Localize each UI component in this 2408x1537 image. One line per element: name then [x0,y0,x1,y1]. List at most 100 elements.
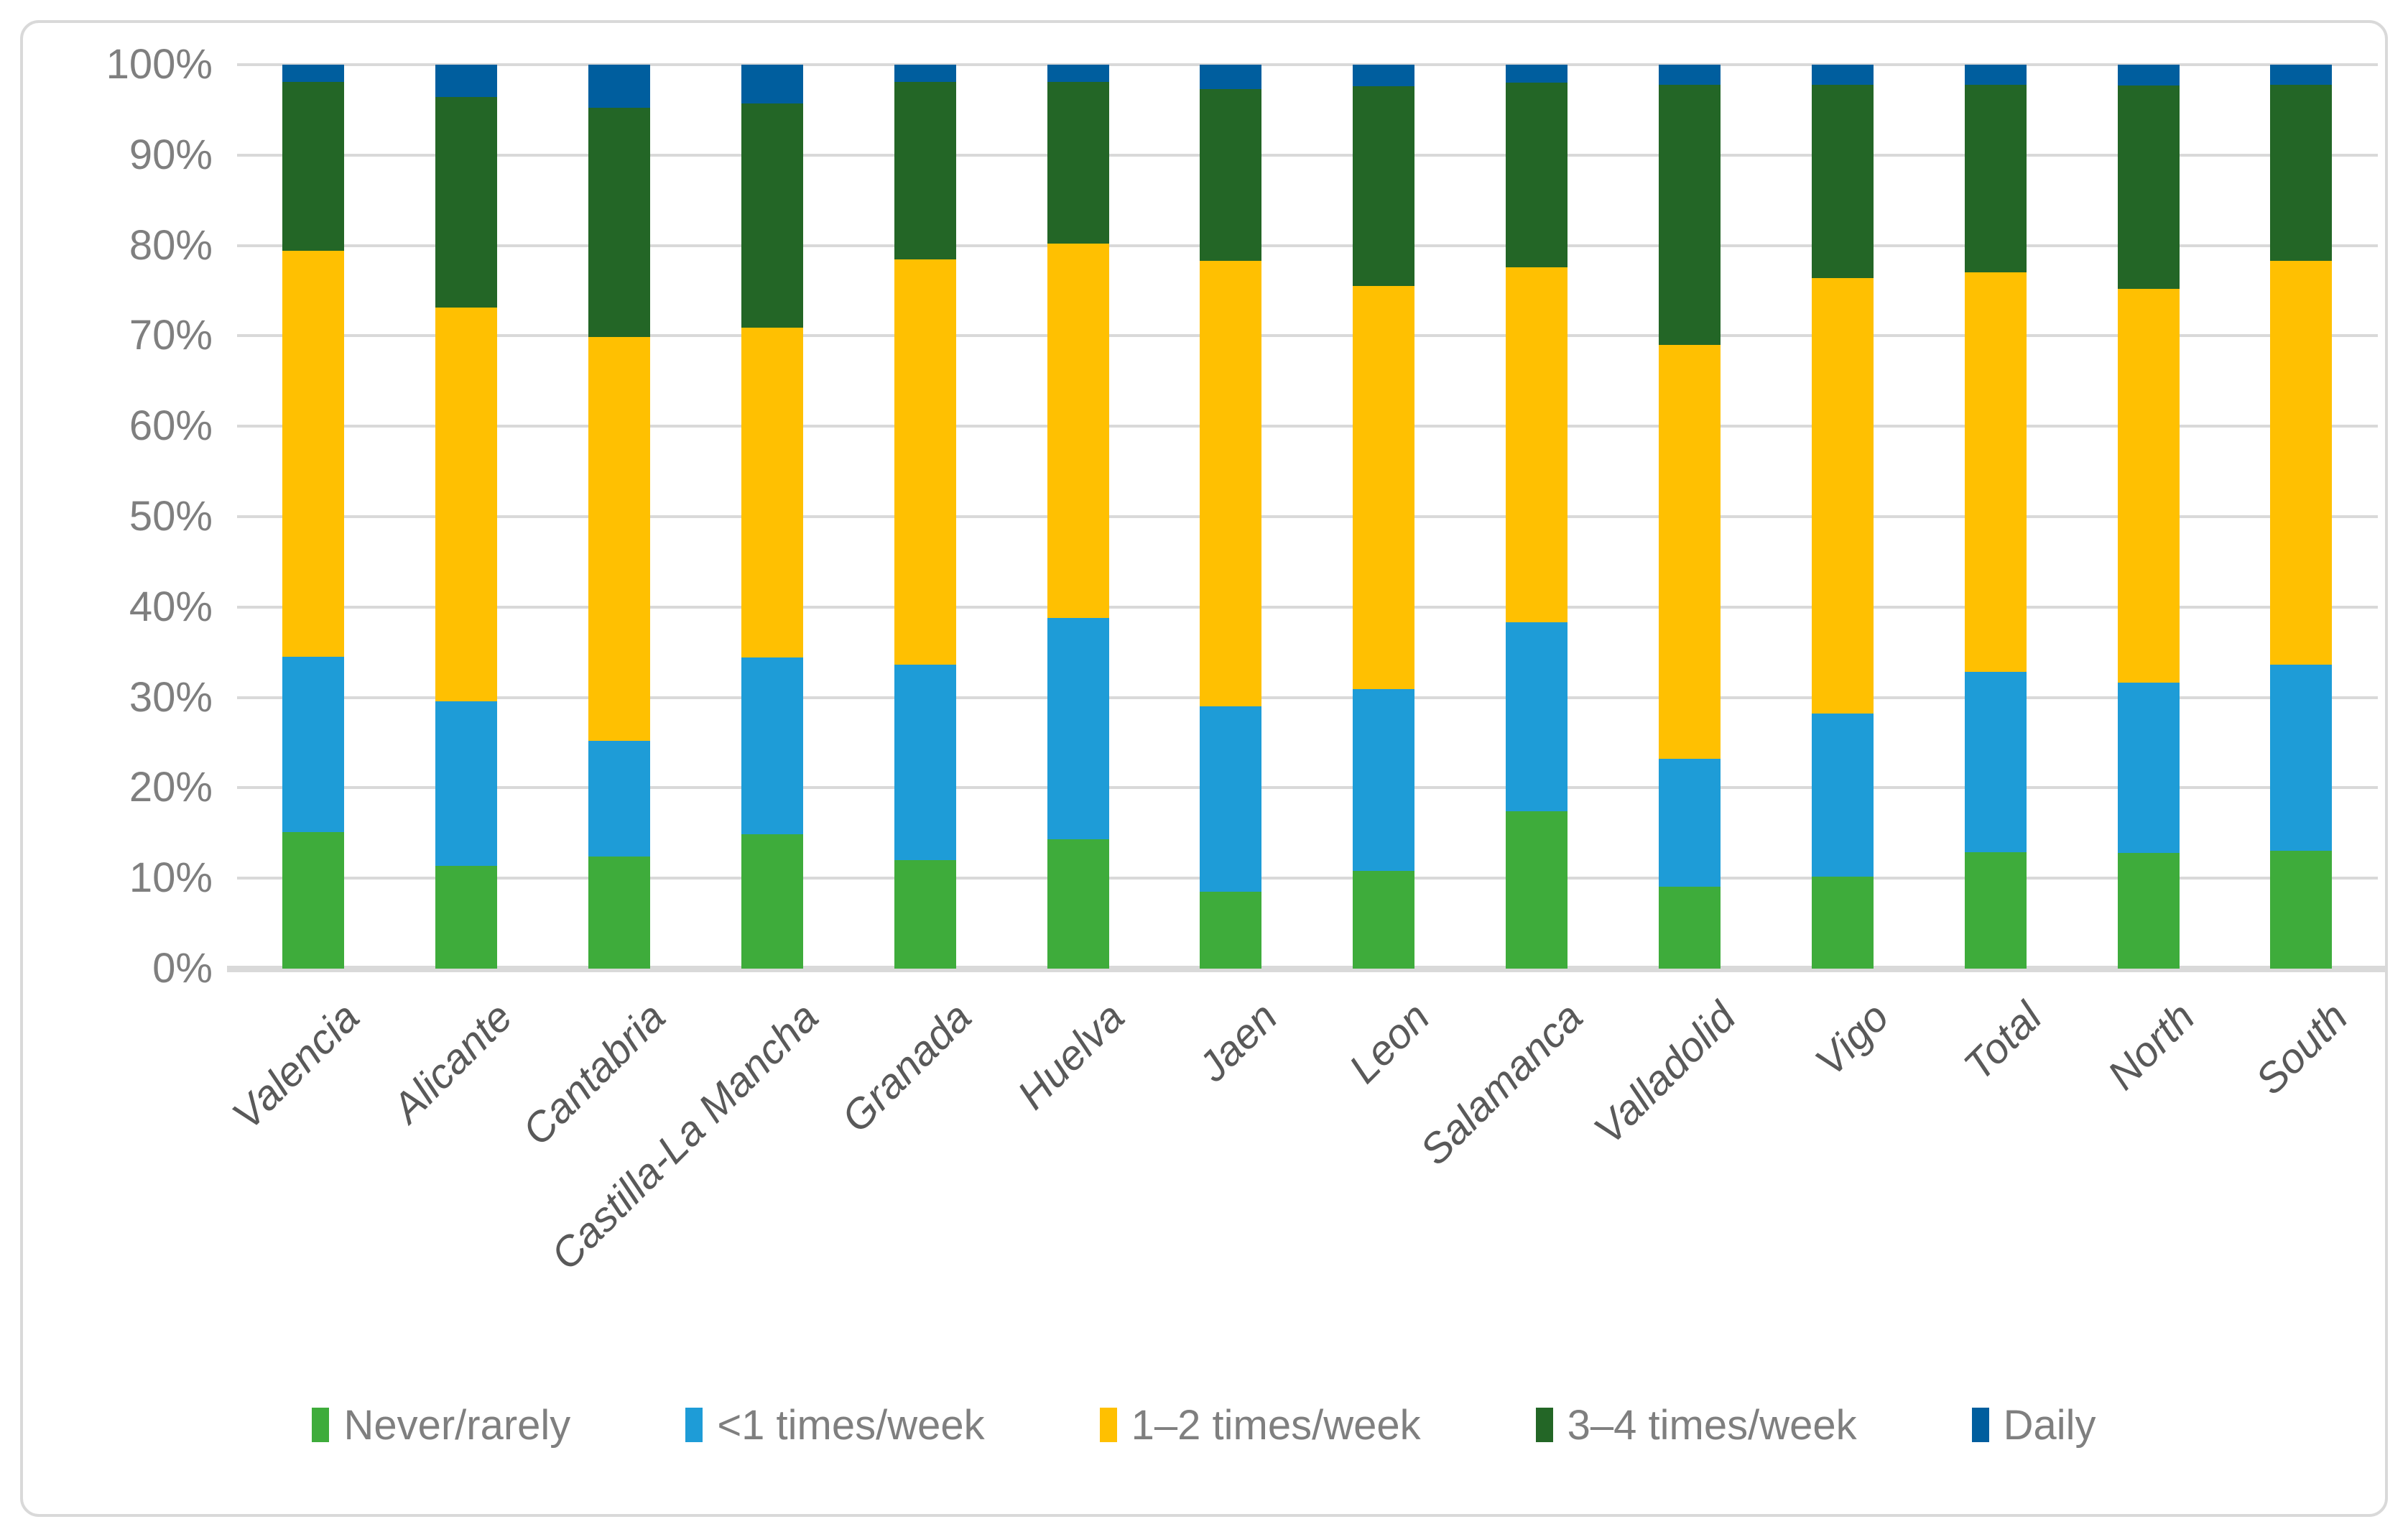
bars-container [237,65,2378,969]
bar-alicante [435,65,498,969]
legend-label-never-rarely: Never/rarely [343,1401,571,1449]
y-tick-label-100: 100% [106,41,213,88]
y-tick-label-70: 70% [129,312,213,359]
y-tick-label-90: 90% [129,131,213,178]
y-tick-label-40: 40% [129,583,213,630]
bar-north [2117,65,2180,969]
y-axis-tick-labels: 0% 10% 20% 30% 40% 50% 60% 70% 80% 90% 100% [0,41,217,992]
segment-never-rarely-south [2270,851,2333,969]
segment-never-rarely-total [1964,851,2027,969]
gridline-30 [237,696,2378,699]
segment-1-2-times-week-north [2117,289,2180,683]
segment-1-times-week-huelva [1047,617,1109,840]
segment-3-4-times-week-salamanca [1506,83,1568,267]
segment-1-times-week-valladolid [1659,759,1721,887]
segment-1-times-week-alicante [435,701,498,866]
segment-3-4-times-week-cantabria [588,108,651,337]
bar-total [1964,65,2027,969]
gridline-70 [237,334,2378,338]
segment-3-4-times-week-alicante [435,97,498,308]
legend-label-1-2-times-week: 1–2 times/week [1131,1401,1421,1449]
segment-1-2-times-week-vigo [1811,277,1874,714]
y-tick-label-60: 60% [129,402,213,450]
segment-1-times-week-south [2270,665,2333,851]
segment-1-times-week-salamanca [1506,622,1568,812]
gridline-40 [237,605,2378,609]
gridline-0 [227,966,2388,972]
segment-daily-vigo [1811,65,1874,85]
gridline-60 [237,425,2378,428]
segment-1-2-times-week-leon [1353,286,1415,690]
bar-jaen [1200,65,1262,969]
x-axis-category-labels: Valencia Alicante Cantabria Castilla-La Man… [223,969,2378,1371]
segment-1-2-times-week-jaen [1200,261,1262,707]
legend-label-daily: Daily [2003,1401,2096,1449]
legend-item-never-rarely: Never/rarely [312,1401,570,1449]
segment-never-rarely-leon [1353,871,1415,969]
segment-1-2-times-week-south [2270,261,2333,665]
segment-daily-south [2270,65,2333,85]
segment-1-times-week-vigo [1811,714,1874,877]
legend-item-3-4-times-week: 3–4 times/week [1535,1401,1857,1449]
bar-vigo [1811,65,1874,969]
gridline-20 [237,786,2378,790]
plot-area [227,63,2388,972]
segment-3-4-times-week-huelva [1047,81,1109,244]
segment-1-2-times-week-cantabria [588,336,651,741]
segment-1-2-times-week-valladolid [1659,345,1721,760]
segment-daily-north [2117,65,2180,86]
gridline-80 [237,244,2378,247]
gridline-10 [237,877,2378,880]
legend-item-daily: Daily [1971,1401,2096,1449]
segment-1-2-times-week-salamanca [1506,267,1568,623]
legend-item-1-times-week: <1 times/week [685,1401,985,1449]
gridline-100 [237,63,2378,66]
segment-daily-salamanca [1506,65,1568,83]
segment-never-rarely-valladolid [1659,886,1721,969]
segment-1-times-week-granada [894,665,956,861]
segment-1-times-week-jaen [1200,706,1262,892]
legend-swatch-icon [1535,1408,1553,1442]
segment-daily-alicante [435,65,498,98]
segment-3-4-times-week-jaen [1200,89,1262,262]
bar-leon [1353,65,1415,969]
y-tick-label-20: 20% [129,764,213,811]
segment-never-rarely-vigo [1811,876,1874,969]
segment-never-rarely-jaen [1200,892,1262,969]
chart-border [20,20,2388,1517]
segment-3-4-times-week-south [2270,84,2333,262]
bar-huelva [1047,65,1109,969]
bar-south [2270,65,2333,969]
segment-daily-leon [1353,65,1415,87]
segment-3-4-times-week-valladolid [1659,84,1721,345]
segment-1-times-week-cantabria [588,741,651,857]
segment-1-times-week-castilla-la-mancha [741,657,803,834]
segment-1-times-week-north [2117,683,2180,853]
legend-item-1-2-times-week: 1–2 times/week [1099,1401,1421,1449]
segment-never-rarely-valencia [282,832,345,969]
segment-never-rarely-alicante [435,865,498,969]
segment-never-rarely-salamanca [1506,811,1568,969]
segment-3-4-times-week-north [2117,85,2180,289]
segment-daily-valladolid [1659,65,1721,85]
legend: Never/rarely <1 times/week 1–2 times/week 3… [0,1385,2408,1464]
segment-1-times-week-valencia [282,657,345,833]
legend-swatch-icon [685,1408,703,1442]
segment-daily-valencia [282,65,345,82]
segment-3-4-times-week-leon [1353,86,1415,287]
segment-never-rarely-cantabria [588,857,651,969]
segment-never-rarely-huelva [1047,839,1109,969]
y-tick-label-50: 50% [129,493,213,540]
segment-3-4-times-week-granada [894,81,956,259]
bar-cantabria [588,65,651,969]
segment-3-4-times-week-total [1964,84,2027,273]
y-tick-label-10: 10% [129,854,213,902]
y-tick-label-0: 0% [152,945,213,992]
segment-never-rarely-granada [894,860,956,969]
segment-daily-granada [894,65,956,82]
bar-valencia [282,65,345,969]
bar-valladolid [1659,65,1721,969]
gridline-90 [237,153,2378,157]
bar-salamanca [1506,65,1568,969]
